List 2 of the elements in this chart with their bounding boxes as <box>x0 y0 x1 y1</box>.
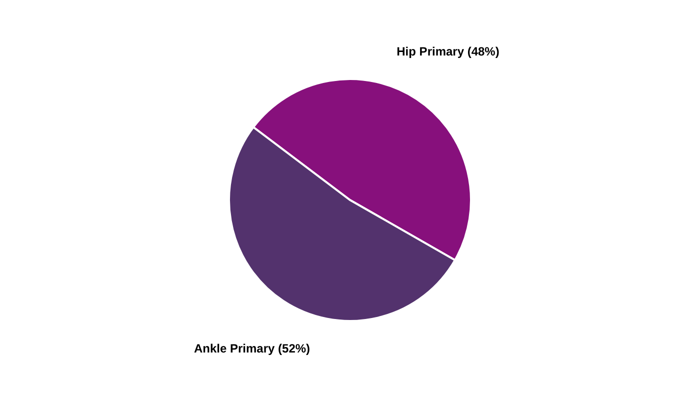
slice-label: Ankle Primary (52%) <box>194 342 310 356</box>
slice-label: Hip Primary (48%) <box>396 44 500 58</box>
